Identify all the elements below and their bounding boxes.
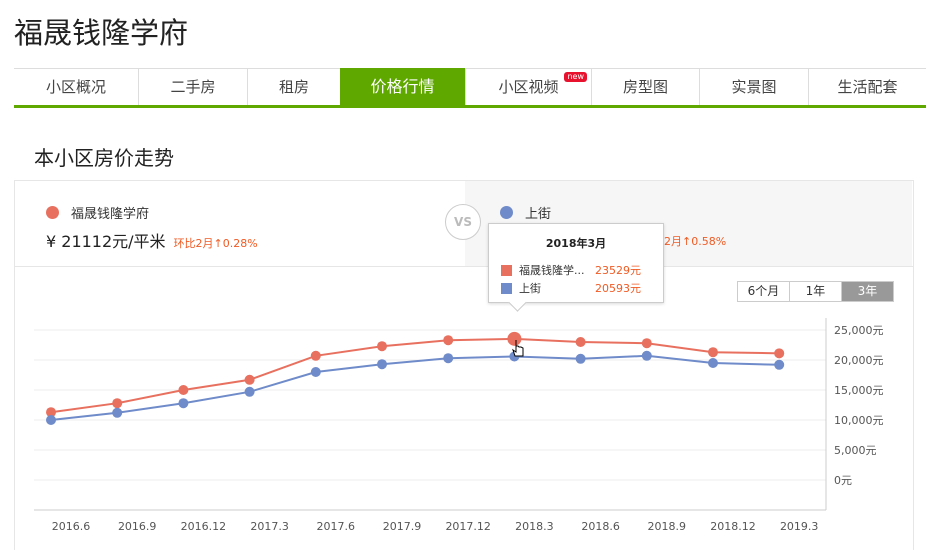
left-dot-icon <box>46 206 59 219</box>
section-title: 本小区房价走势 <box>34 146 174 170</box>
tab-label: 生活配套 <box>837 78 898 96</box>
data-point <box>708 358 718 368</box>
x-tick-label: 2018.12 <box>710 520 756 533</box>
compare-left-legend: 福晟钱隆学府 <box>46 203 149 222</box>
series-swatch-icon <box>501 264 512 276</box>
range-selector: 6个月 1年 3年 <box>737 281 894 302</box>
data-point <box>641 350 652 361</box>
range-3-years-button[interactable]: 3年 <box>841 282 893 301</box>
data-point <box>377 341 387 352</box>
price-trend-card <box>14 180 914 550</box>
series-line-1 <box>50 337 780 414</box>
series-line-2 <box>50 354 780 421</box>
tab-4[interactable]: 价格行情 <box>340 68 465 105</box>
series-swatch-icon <box>501 282 512 294</box>
tab-3[interactable]: 租房 <box>247 69 340 105</box>
right-change: 2月↑0.58% <box>664 235 727 248</box>
tab-5[interactable]: 小区视频 new <box>465 69 591 105</box>
y-tick-label: 15,000元 <box>834 384 884 397</box>
data-point <box>46 415 56 425</box>
tooltip-row: 上街 <box>501 280 541 296</box>
y-tick-label: 20,000元 <box>834 354 884 367</box>
x-tick-label: 2017.6 <box>317 520 356 533</box>
tooltip-series-name: 福晟钱隆学... <box>519 264 585 277</box>
right-dot-icon <box>500 206 513 219</box>
x-tick-label: 2018.6 <box>581 520 620 533</box>
tab-label: 小区概况 <box>45 78 106 96</box>
compare-right-legend: 上街 <box>500 203 551 222</box>
x-tick-label: 2017.3 <box>250 520 289 533</box>
x-tick-label: 2016.9 <box>118 520 157 533</box>
data-point <box>443 353 454 364</box>
range-1-year-button[interactable]: 1年 <box>789 282 841 301</box>
data-point <box>443 335 454 346</box>
range-6-months-button[interactable]: 6个月 <box>738 282 789 301</box>
data-point <box>575 353 586 364</box>
data-point <box>178 385 189 395</box>
tab-label: 房型图 <box>622 78 668 96</box>
y-tick-label: 25,000元 <box>834 324 884 337</box>
tab-2[interactable]: 二手房 <box>138 69 247 105</box>
right-name: 上街 <box>525 207 552 222</box>
tooltip-value: 20593元 <box>595 282 641 295</box>
tab-6[interactable]: 房型图 <box>591 69 699 105</box>
tooltip-title: 2018年3月 <box>545 237 607 250</box>
x-tick-label: 2017.12 <box>445 520 491 533</box>
data-point <box>244 374 255 385</box>
tab-label: 二手房 <box>170 78 216 96</box>
hand-cursor-icon <box>512 340 524 357</box>
data-point <box>575 337 586 347</box>
data-point <box>641 338 652 349</box>
y-tick-label: 5,000元 <box>834 444 877 457</box>
tab-7[interactable]: 实景图 <box>699 69 808 105</box>
x-tick-label: 2017.9 <box>383 520 422 533</box>
data-point <box>377 359 387 370</box>
tooltip-row: 福晟钱隆学... <box>501 262 585 278</box>
y-tick-label: 0元 <box>834 474 852 487</box>
x-tick-label: 2018.3 <box>515 520 554 533</box>
data-point <box>310 350 321 361</box>
x-tick-label: 2019.3 <box>780 520 819 533</box>
tab-8[interactable]: 生活配套 <box>808 69 926 105</box>
divider <box>14 266 913 267</box>
x-tick-label: 2016.12 <box>181 520 227 533</box>
x-tick-label: 2016.6 <box>52 520 91 533</box>
tab-label: 小区视频 <box>498 78 559 96</box>
data-point <box>708 347 718 358</box>
data-point <box>178 398 189 409</box>
tab-bar: 小区概况 二手房 租房 价格行情 小区视频 new 房型图 实景图 生活配套 <box>14 68 926 108</box>
new-badge: new <box>564 72 587 82</box>
tab-label: 实景图 <box>731 78 777 96</box>
data-point <box>244 386 255 397</box>
compare-left-price-row: ¥ 21112元/平米 环比2月↑0.28% <box>46 228 258 252</box>
data-point <box>112 398 123 409</box>
data-point <box>507 331 522 346</box>
data-point <box>310 367 321 377</box>
tooltip-series-name: 上街 <box>519 282 541 295</box>
tooltip-value: 23529元 <box>595 264 641 277</box>
data-point <box>774 348 785 359</box>
tab-1[interactable]: 小区概况 <box>14 69 138 105</box>
left-name: 福晟钱隆学府 <box>71 207 150 222</box>
y-tick-label: 10,000元 <box>834 414 884 427</box>
left-change: 环比2月↑0.28% <box>173 237 258 250</box>
data-point <box>112 407 123 418</box>
data-point <box>46 407 56 418</box>
tab-label: 租房 <box>278 78 309 96</box>
chart-tooltip: 2018年3月 福晟钱隆学... 23529元 上街 20593元 <box>488 223 664 312</box>
community-title: 福晟钱隆学府 <box>14 16 189 50</box>
left-price: ¥ 21112元/平米 <box>46 232 166 251</box>
x-tick-label: 2018.9 <box>648 520 687 533</box>
vs-badge: VS <box>445 204 481 240</box>
tab-label: 价格行情 <box>370 77 435 96</box>
data-point <box>774 359 785 370</box>
